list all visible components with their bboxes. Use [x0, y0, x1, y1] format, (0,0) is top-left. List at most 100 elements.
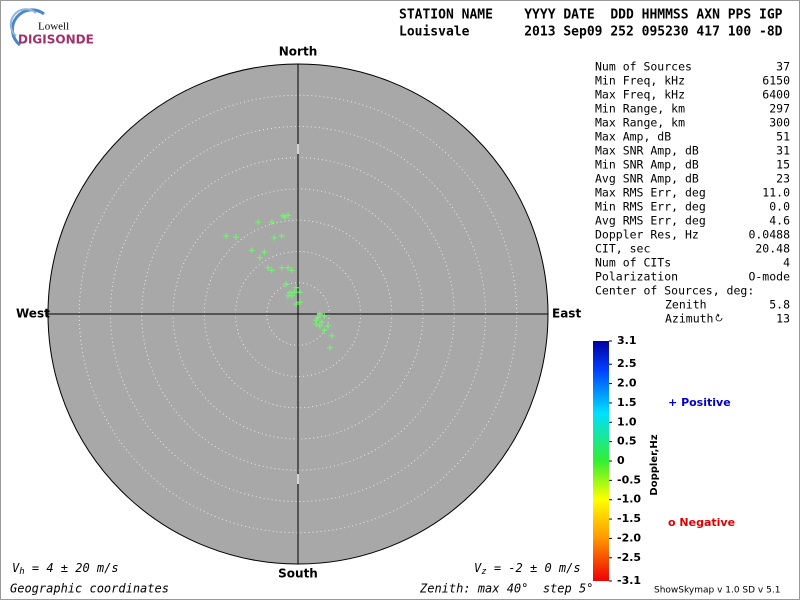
stat-label: Num of CITs [595, 256, 671, 270]
colorbar-tick-label: 2.0 [617, 377, 637, 390]
colorbar-tick-label: -0.5 [617, 473, 641, 486]
colorbar-tick-label: 1.5 [617, 396, 637, 409]
colorbar-tick-label: -1.0 [617, 493, 641, 506]
source-point [280, 212, 286, 219]
source-point [293, 284, 300, 291]
header-values: Louisvale 2013 Sep09 252 095230 417 100 … [399, 25, 783, 40]
vh-symbol: V [12, 561, 20, 575]
legend-marker: + [668, 396, 677, 409]
stat-value: 11.0 [762, 186, 790, 200]
source-point [328, 332, 335, 339]
stat-label: Min SNR Amp, dB [595, 158, 699, 172]
legend-marker: o [668, 516, 676, 529]
center-zenith-value: 5.8 [769, 298, 790, 312]
stat-value: 297 [769, 102, 790, 116]
source-point [313, 321, 320, 327]
source-point [321, 312, 328, 319]
source-point [316, 322, 323, 329]
source-point [286, 289, 293, 296]
stat-label: CIT, sec [595, 242, 650, 256]
stat-label: Avg SNR Amp, dB [595, 172, 699, 186]
stat-label: Max Freq, kHz [595, 88, 685, 102]
stat-label: Max RMS Err, deg [595, 186, 706, 200]
vz-symbol: V [474, 561, 482, 575]
colorbar-tick-label: 0 [617, 454, 625, 467]
source-point [288, 267, 295, 274]
stat-value: 31 [776, 144, 790, 158]
logo-bottom: DIGISONDE [18, 33, 94, 47]
source-point [233, 234, 240, 241]
source-point [268, 219, 275, 226]
source-point [268, 267, 275, 274]
vz-note: Vz = -2 ± 0 m/s [474, 561, 581, 577]
source-point [291, 289, 298, 296]
legend-name: Positive [681, 396, 731, 409]
source-point [321, 327, 328, 334]
source-point [316, 311, 323, 317]
legend-negative: o Negative [668, 516, 735, 529]
source-point [261, 249, 268, 256]
stat-label: Min Range, km [595, 102, 685, 116]
source-point [288, 292, 295, 299]
west-label: West [16, 307, 50, 321]
stat-value: 300 [769, 116, 790, 130]
center-azimuth-label: Azimuth [665, 312, 713, 326]
stat-label: Max Amp, dB [595, 130, 671, 144]
logo-arc [9, 8, 37, 37]
source-point [296, 289, 303, 296]
logo-arc [10, 8, 45, 47]
zenith-note: Zenith: max 40° step 5° [419, 582, 593, 596]
stat-label: Avg RMS Err, deg [595, 214, 706, 228]
stat-value: O-mode [748, 270, 790, 284]
colorbar-tick-label: 1.0 [617, 415, 637, 428]
source-point [293, 301, 300, 307]
stat-label: Min Freq, kHz [595, 74, 685, 88]
colorbar-tick-label: -2.5 [617, 551, 641, 564]
colorbar-label: Doppler,Hz [649, 434, 660, 495]
header-labels: STATION NAME YYYY DATE DDD HHMMSS AXN PP… [399, 8, 783, 23]
source-point [278, 264, 285, 271]
source-point [285, 264, 291, 271]
vh-note: Vh = 4 ± 20 m/s [12, 561, 119, 577]
south-label: South [278, 567, 318, 581]
stat-value: 4 [783, 256, 790, 270]
colorbar-tick-label: 3.1 [617, 334, 637, 347]
source-point [325, 322, 331, 329]
north-label: North [279, 45, 317, 59]
logo-top: Lowell [38, 21, 69, 33]
stat-value: 51 [776, 130, 790, 144]
coordinates-note: Geographic coordinates [10, 582, 169, 596]
source-point [271, 234, 278, 241]
east-label: East [552, 307, 581, 321]
colorbar-tick-label: 2.5 [617, 357, 637, 370]
legend-name: Negative [679, 516, 735, 529]
azimuth-arrow-icon [715, 313, 723, 322]
legend-positive: + Positive [668, 396, 731, 409]
source-point [256, 254, 263, 261]
stat-value: 37 [776, 60, 790, 74]
center-azimuth-value: 13 [776, 312, 790, 326]
stat-value: 6150 [762, 74, 790, 88]
stat-value: 0.0488 [748, 228, 790, 242]
vz-subscript: z [481, 567, 486, 577]
stat-label: Doppler Res, Hz [595, 228, 699, 242]
center-title: Center of Sources, deg: [595, 284, 754, 298]
stat-value: 6400 [762, 88, 790, 102]
source-point [326, 344, 333, 351]
stat-label: Min RMS Err, deg [595, 200, 706, 214]
version-note: ShowSkymap v 1.0 SD v 5.1 [654, 586, 780, 596]
colorbar [593, 341, 609, 581]
vh-subscript: h [19, 567, 24, 577]
stat-value: 4.6 [769, 214, 790, 228]
source-point [278, 232, 285, 239]
colorbar-tick-label: -1.5 [617, 512, 641, 525]
stat-label: Max SNR Amp, dB [595, 144, 699, 158]
colorbar-tick-label: -3.1 [617, 574, 641, 587]
stat-label: Num of Sources [595, 60, 692, 74]
source-point [223, 232, 230, 239]
vh-text: = 4 ± 20 m/s [25, 561, 119, 575]
source-point [283, 281, 290, 287]
source-point [255, 219, 261, 226]
source-point [265, 264, 271, 271]
